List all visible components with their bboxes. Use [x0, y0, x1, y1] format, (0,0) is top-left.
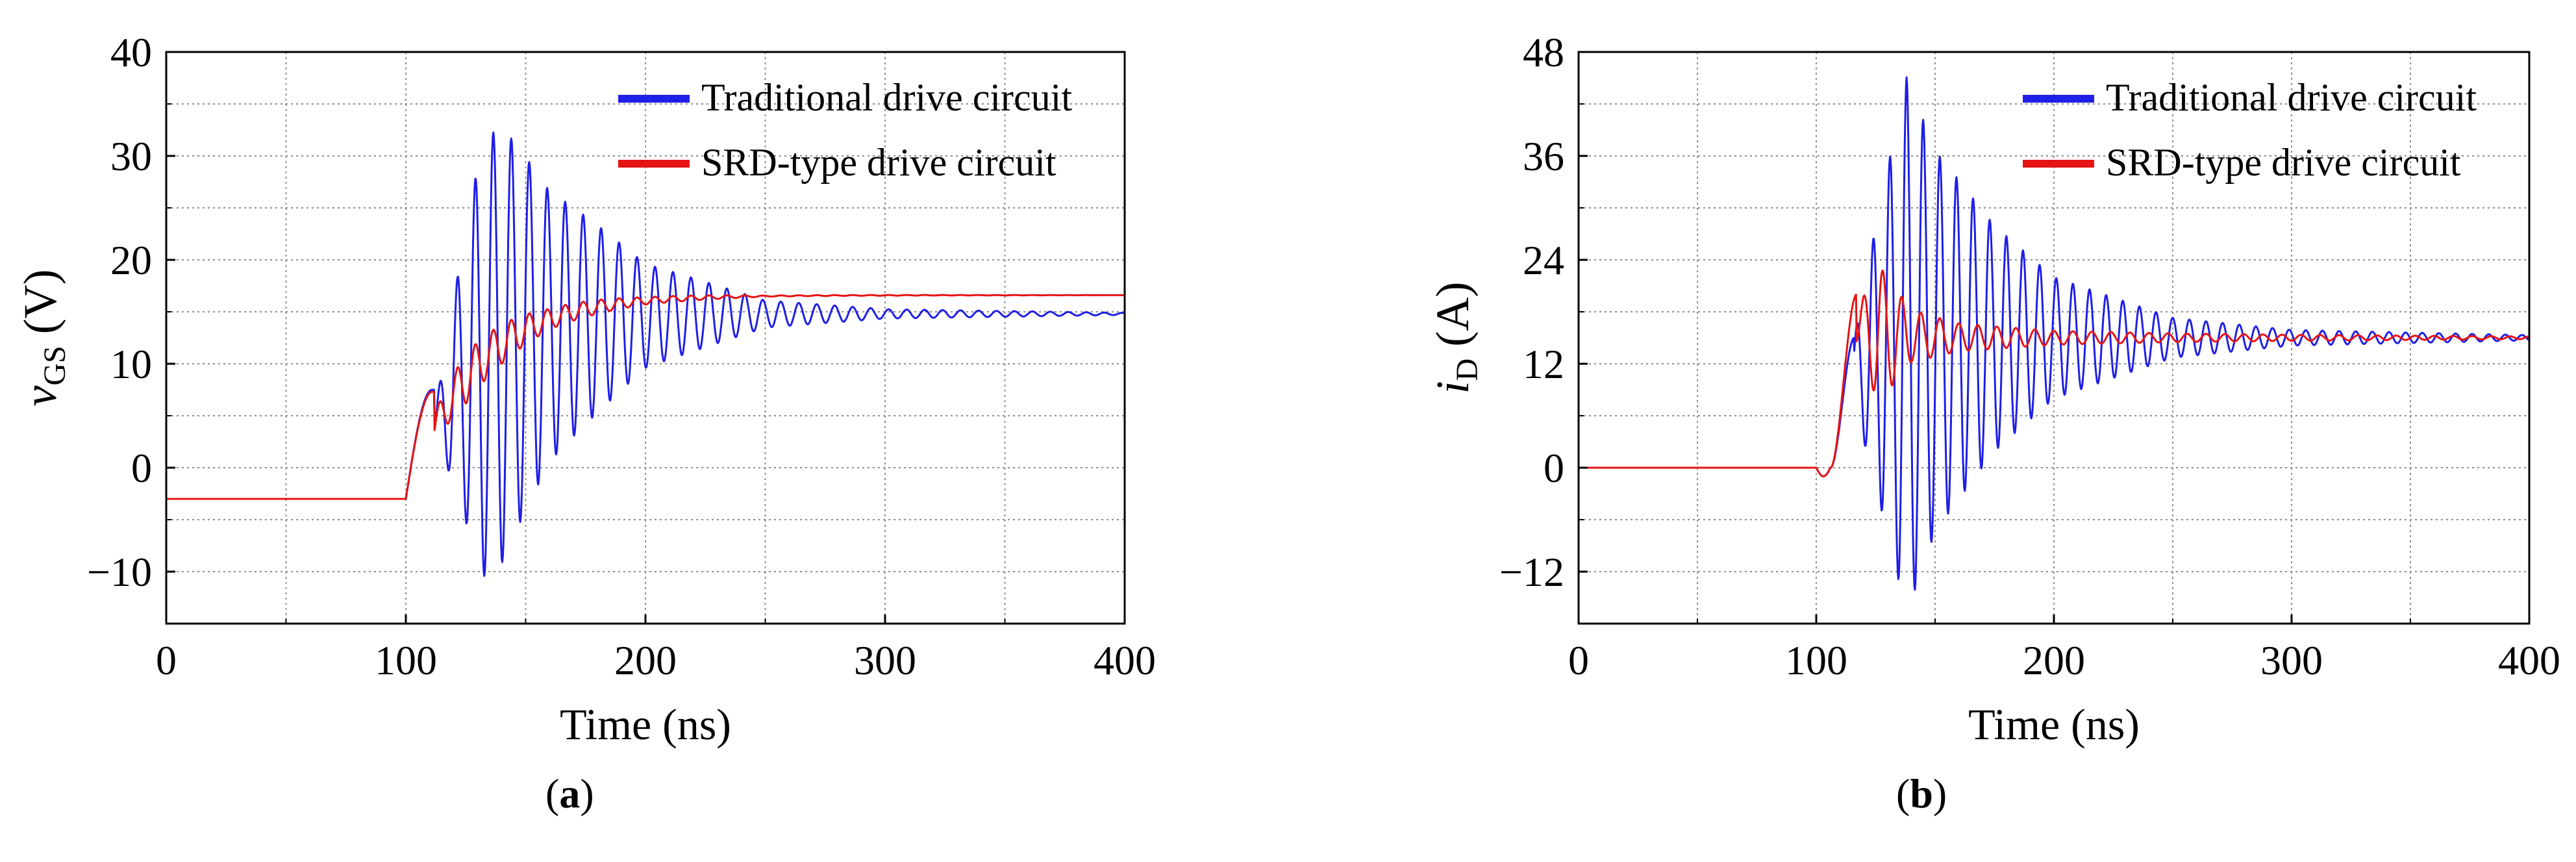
y-tick-label: 12 [1523, 341, 1564, 387]
legend-label: Traditional drive circuit [2106, 76, 2477, 119]
x-tick-label: 300 [854, 637, 916, 683]
y-tick-label: 40 [110, 29, 152, 75]
y-axis-label: iD (A) [1427, 282, 1484, 394]
panel-letter-a: a [559, 770, 581, 817]
x-tick-label: 0 [1568, 637, 1589, 683]
y-tick-label: 36 [1523, 133, 1564, 179]
panel-label-b: (b) [1896, 770, 1947, 817]
y-tick-label: 20 [110, 237, 152, 283]
series-line-srd [166, 294, 1125, 500]
x-axis-label: Time (ns) [560, 700, 731, 749]
x-axis-label: Time (ns) [1968, 700, 2140, 749]
x-tick-label: 0 [156, 637, 177, 683]
y-axis-label: vGS (V) [14, 269, 72, 406]
panel-letter-b: b [1910, 770, 1933, 817]
legend-label: SRD-type drive circuit [701, 141, 1057, 184]
x-tick-label: 300 [2260, 637, 2323, 683]
x-tick-label: 400 [2498, 637, 2560, 683]
y-tick-label: 0 [1544, 445, 1564, 491]
y-tick-label: 24 [1523, 237, 1564, 283]
x-tick-label: 200 [2023, 637, 2085, 683]
panel-label-a: (a) [545, 770, 594, 817]
x-tick-label: 200 [614, 637, 677, 683]
y-tick-label: −12 [1499, 549, 1564, 595]
series-line-srd [1578, 270, 2530, 477]
legend-label: SRD-type drive circuit [2106, 141, 2461, 184]
x-tick-label: 100 [1785, 637, 1847, 683]
y-tick-label: 48 [1523, 29, 1564, 75]
y-tick-label: 10 [110, 341, 152, 387]
legend-label: Traditional drive circuit [701, 76, 1072, 119]
x-tick-label: 400 [1094, 637, 1156, 683]
y-tick-label: 0 [131, 445, 152, 491]
x-tick-label: 100 [375, 637, 437, 683]
y-tick-label: 30 [110, 133, 152, 179]
y-tick-label: −10 [87, 549, 152, 595]
